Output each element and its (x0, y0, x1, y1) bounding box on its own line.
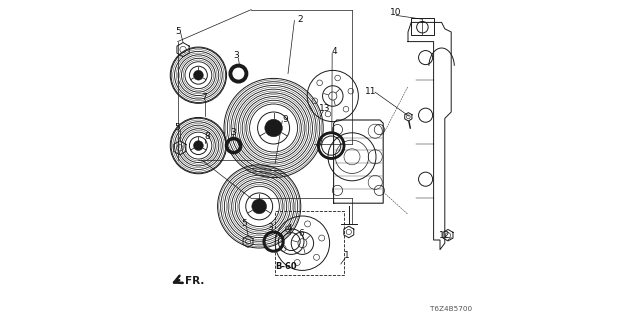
Circle shape (252, 199, 267, 214)
Bar (412, 18, 434, 35)
Text: 5: 5 (175, 28, 181, 36)
Text: 11: 11 (365, 87, 377, 96)
Bar (275, 211, 344, 275)
Text: 10: 10 (390, 8, 402, 17)
Text: 9: 9 (283, 115, 288, 124)
Text: 6: 6 (298, 229, 303, 238)
Text: B-60: B-60 (275, 262, 297, 271)
Text: 5: 5 (241, 220, 246, 228)
Text: 7: 7 (202, 93, 207, 102)
Text: 8: 8 (205, 132, 210, 141)
Text: 13: 13 (319, 104, 331, 113)
Text: 3: 3 (268, 223, 273, 232)
Circle shape (193, 141, 204, 150)
Text: 2: 2 (297, 15, 303, 24)
Text: T6Z4B5700: T6Z4B5700 (430, 306, 472, 312)
Text: 12: 12 (439, 231, 451, 240)
Text: 3: 3 (230, 128, 236, 137)
Circle shape (193, 70, 204, 80)
Text: 5: 5 (175, 124, 180, 132)
Text: FR.: FR. (185, 276, 204, 286)
Text: 1: 1 (344, 252, 350, 260)
Text: 3: 3 (234, 52, 239, 60)
Text: 4: 4 (286, 224, 292, 233)
Text: 4: 4 (332, 47, 337, 56)
Circle shape (265, 119, 282, 137)
